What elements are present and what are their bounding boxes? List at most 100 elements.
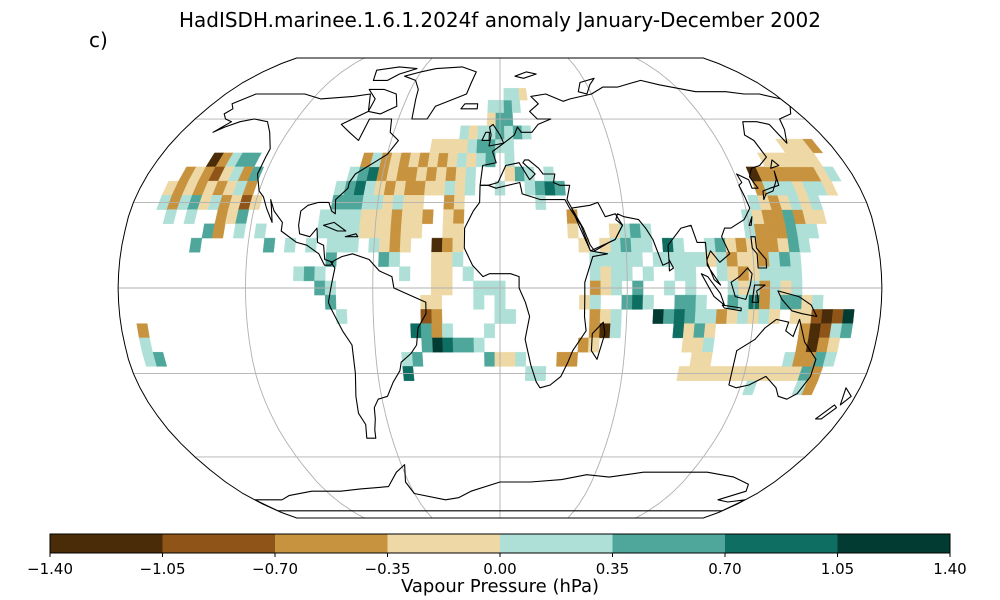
anomaly-cell [424,180,436,196]
anomaly-cell [726,309,739,324]
colorbar-segment [837,534,951,553]
anomaly-cell [640,237,653,253]
anomaly-cell [694,309,707,324]
anomaly-cell [674,294,686,310]
anomaly-cell [758,266,771,282]
anomaly-cell [459,125,470,140]
colorbar-tick-label: 0.35 [596,560,629,578]
anomaly-cell [441,266,453,282]
anomaly-cell [799,309,813,324]
anomaly-cell [380,209,393,224]
anomaly-cell [631,294,644,310]
anomaly-cell [293,266,305,282]
anomaly-cell [411,352,424,367]
colorbar-segment [725,534,838,553]
colorbar-tick-label: 0.00 [483,560,516,578]
anomaly-cell [715,309,728,324]
anomaly-cell [420,323,433,339]
coastline-sri-lanka [668,258,675,272]
anomaly-cell [468,125,479,140]
anomaly-cell [609,237,622,253]
anomaly-cell [610,309,622,324]
anomaly-cell [503,99,513,113]
colorbar-segment [275,534,388,553]
coastline-sumatra [700,273,725,306]
anomaly-cell [388,252,401,267]
anomaly-cell [324,294,337,310]
anomaly-cell [652,309,665,324]
anomaly-cell [442,223,454,239]
coastline-novaya-zemlya [577,77,595,95]
anomaly-cell [822,352,838,367]
coastlines [212,66,852,512]
colorbar-segment [612,534,726,553]
anomaly-cell [778,252,792,267]
anomaly-cell [316,223,330,239]
colorbar-tick-label: −0.35 [365,560,411,578]
coastline-svalbard [514,71,537,79]
colorbar-segment [387,534,501,553]
anomaly-cell [789,252,802,267]
anomaly-cell [642,294,654,310]
anomaly-cell [831,309,845,324]
anomaly-cell [681,337,694,353]
anomaly-cell [452,223,464,239]
anomaly-cell [421,209,434,224]
anomaly-cell [716,266,729,282]
anomaly-cell [431,237,443,253]
anomaly-cell [672,237,685,253]
coastline-new-zealand-north [839,387,852,406]
anomaly-cell [518,88,528,101]
anomaly-cell [484,352,496,367]
anomaly-cell [400,223,413,239]
anomaly-cell [430,294,443,310]
coastline-british-isles [488,123,505,147]
anomaly-cell [379,223,392,239]
anomaly-cell [705,309,718,324]
anomaly-cell [504,352,516,367]
anomaly-cell [336,237,349,253]
anomaly-cell [487,99,497,113]
anomaly-cell [444,180,456,196]
anomaly-cell [413,180,427,196]
anomaly-cell [390,209,403,224]
anomaly-cell [672,323,685,339]
anomaly-cell [421,337,433,353]
anomaly-cell [389,237,401,253]
anomaly-cell [629,223,642,239]
anomaly-cell [136,323,150,339]
anomaly-cell [162,209,178,224]
anomaly-cell [262,237,276,253]
anomaly-cell [757,252,770,267]
anomaly-cell [430,266,443,282]
coastline-iceland [460,103,479,110]
anomaly-cell [441,323,454,339]
coastline-hokkaido [770,159,780,169]
anomaly-cell [389,223,402,239]
anomaly-cell [510,88,520,101]
anomaly-cell [335,309,348,324]
anomaly-cell [473,337,485,353]
anomaly-cell [822,166,842,182]
colorbar-segment [50,534,163,553]
anomaly-cell [473,294,485,310]
anomaly-cell [642,266,654,282]
coastline-philippines [750,236,768,269]
coastline-north-america [212,93,399,266]
coastline-ellesmere-island [372,66,418,81]
anomaly-cell [464,180,476,196]
anomaly-cell [534,180,546,196]
colorbar-tick-label: 1.40 [933,560,966,578]
coastline-sulawesi [751,284,766,303]
colorbar-segment [162,534,276,553]
colorbar-tick-label: −1.40 [27,560,73,578]
anomaly-cell [589,266,601,282]
anomaly-cell [724,237,738,253]
coastline-ireland [481,131,490,142]
anomaly-cell [769,266,782,282]
anomaly-cell [684,294,697,310]
coastline-borneo [730,267,753,300]
anomaly-cell [682,323,696,339]
anomaly-cell [691,337,705,353]
anomaly-cell [410,323,422,339]
